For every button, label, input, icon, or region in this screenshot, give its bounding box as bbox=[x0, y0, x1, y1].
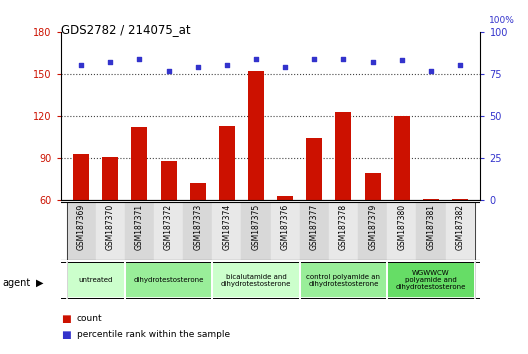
Bar bbox=[190, 183, 206, 200]
Bar bbox=[358, 202, 387, 260]
Text: ■: ■ bbox=[61, 314, 70, 324]
Bar bbox=[394, 116, 410, 200]
Bar bbox=[452, 199, 468, 200]
Point bbox=[281, 64, 289, 70]
Text: GSM187371: GSM187371 bbox=[135, 204, 144, 250]
Text: GSM187380: GSM187380 bbox=[397, 204, 406, 250]
Point bbox=[398, 58, 406, 63]
Point bbox=[252, 56, 260, 62]
Point bbox=[164, 68, 173, 73]
Text: GDS2782 / 214075_at: GDS2782 / 214075_at bbox=[61, 23, 191, 36]
Text: GSM187378: GSM187378 bbox=[339, 204, 348, 250]
Text: GSM187379: GSM187379 bbox=[368, 204, 377, 250]
Text: GSM187374: GSM187374 bbox=[222, 204, 231, 250]
Text: GSM187373: GSM187373 bbox=[193, 204, 202, 250]
Text: dihydrotestosterone: dihydrotestosterone bbox=[134, 277, 204, 283]
Bar bbox=[248, 71, 264, 200]
FancyBboxPatch shape bbox=[67, 262, 125, 298]
Bar bbox=[212, 202, 241, 260]
Bar bbox=[423, 199, 439, 200]
Bar bbox=[67, 202, 96, 260]
FancyBboxPatch shape bbox=[300, 262, 387, 298]
Point bbox=[135, 56, 144, 62]
Text: count: count bbox=[77, 314, 102, 323]
Text: percentile rank within the sample: percentile rank within the sample bbox=[77, 330, 230, 339]
Point bbox=[106, 59, 115, 65]
Bar bbox=[102, 156, 118, 200]
Text: GSM187375: GSM187375 bbox=[251, 204, 260, 250]
Text: GSM187369: GSM187369 bbox=[77, 204, 86, 250]
Bar bbox=[446, 202, 475, 260]
Point bbox=[310, 56, 318, 62]
Bar bbox=[154, 202, 183, 260]
Text: GSM187382: GSM187382 bbox=[456, 204, 465, 250]
Bar bbox=[241, 202, 271, 260]
Bar bbox=[219, 126, 235, 200]
Bar bbox=[329, 202, 358, 260]
Text: control polyamide an
dihydrotestosterone: control polyamide an dihydrotestosterone bbox=[306, 274, 381, 286]
Text: GSM187377: GSM187377 bbox=[310, 204, 319, 250]
Bar bbox=[277, 196, 293, 200]
Bar bbox=[417, 202, 446, 260]
Bar bbox=[161, 161, 176, 200]
Bar bbox=[335, 112, 352, 200]
FancyBboxPatch shape bbox=[212, 262, 300, 298]
Bar bbox=[183, 202, 212, 260]
Bar bbox=[365, 173, 381, 200]
FancyBboxPatch shape bbox=[125, 262, 212, 298]
Bar bbox=[306, 138, 322, 200]
Bar bbox=[131, 127, 147, 200]
Point bbox=[340, 56, 348, 62]
Bar bbox=[387, 202, 417, 260]
Point bbox=[193, 64, 202, 70]
Point bbox=[369, 59, 377, 65]
Point bbox=[456, 63, 464, 68]
Point bbox=[427, 68, 435, 73]
FancyBboxPatch shape bbox=[387, 262, 475, 298]
Text: untreated: untreated bbox=[79, 277, 113, 283]
Text: GSM187372: GSM187372 bbox=[164, 204, 173, 250]
Text: bicalutamide and
dihydrotestosterone: bicalutamide and dihydrotestosterone bbox=[221, 274, 291, 286]
Point bbox=[77, 63, 86, 68]
Text: GSM187376: GSM187376 bbox=[281, 204, 290, 250]
Text: agent: agent bbox=[3, 278, 31, 288]
Text: ▶: ▶ bbox=[36, 278, 43, 288]
Text: ■: ■ bbox=[61, 330, 70, 339]
Bar bbox=[271, 202, 300, 260]
Point bbox=[223, 63, 231, 68]
Bar bbox=[96, 202, 125, 260]
Bar bbox=[300, 202, 329, 260]
Bar bbox=[125, 202, 154, 260]
Text: WGWWCW
polyamide and
dihydrotestosterone: WGWWCW polyamide and dihydrotestosterone bbox=[396, 270, 466, 290]
Text: GSM187381: GSM187381 bbox=[427, 204, 436, 250]
Text: GSM187370: GSM187370 bbox=[106, 204, 115, 250]
Text: 100%: 100% bbox=[489, 16, 515, 25]
Bar bbox=[73, 154, 89, 200]
